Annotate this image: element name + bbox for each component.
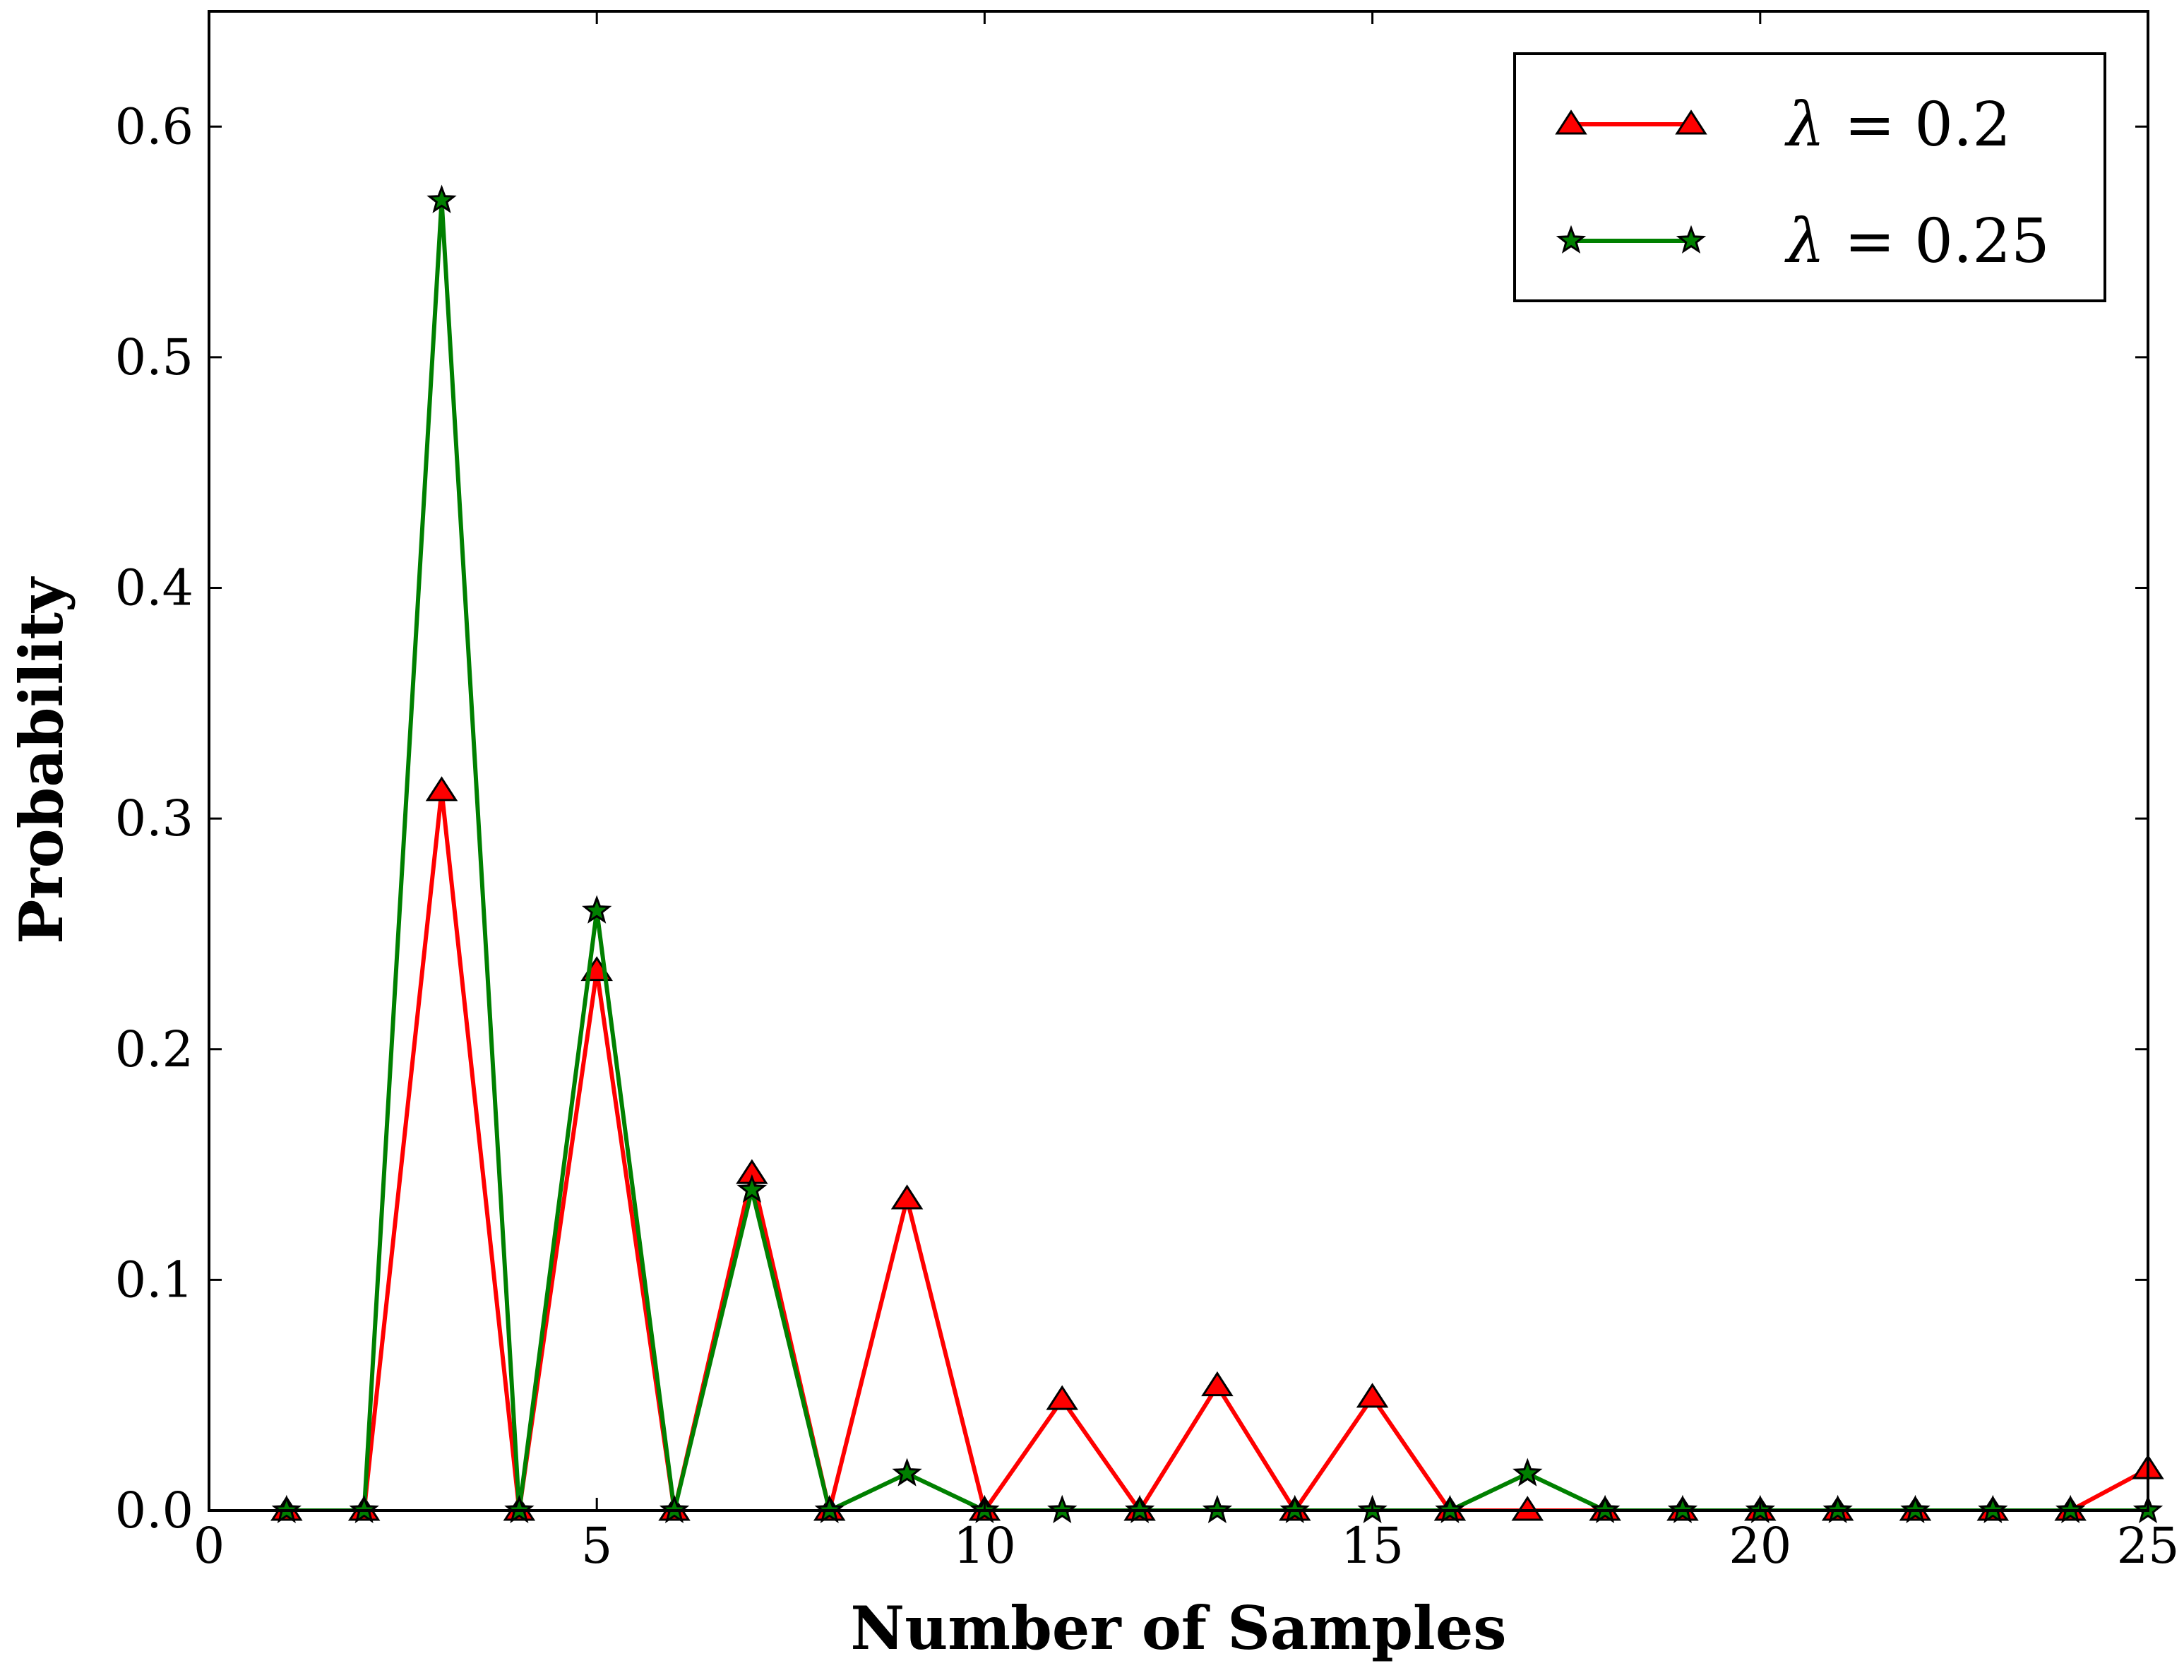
x-tick-label: 10 bbox=[953, 1517, 1016, 1575]
y-tick-label: 0.1 bbox=[115, 1251, 193, 1309]
series-1 bbox=[270, 776, 2164, 1521]
series-1-point-9 bbox=[890, 1184, 924, 1210]
series-2 bbox=[271, 184, 2164, 1524]
x-axis-label: Number of Samples bbox=[850, 1593, 1506, 1663]
legend-entry-2: λ = 0.25 bbox=[1556, 206, 2050, 277]
series-2-point-9 bbox=[892, 1458, 922, 1487]
legend-box bbox=[1513, 52, 2106, 302]
legend-marker bbox=[1676, 225, 1707, 254]
legend-marker bbox=[1555, 109, 1587, 135]
series-2-point-17 bbox=[1512, 1458, 1543, 1487]
series-2-point-7 bbox=[736, 1174, 768, 1203]
series-2-point-5 bbox=[582, 895, 612, 924]
series-1-point-15 bbox=[1356, 1383, 1389, 1408]
axes: 0 5 10 15 20 25 0.0 0.1 0.2 0.3 0.4 0.5 0.6 Number of… bbox=[6, 10, 2180, 1663]
series-2-point-3 bbox=[426, 184, 457, 213]
series-1-point-13 bbox=[1201, 1371, 1234, 1397]
y-tick-label: 0.0 bbox=[115, 1482, 193, 1539]
legend-label: λ = 0.25 bbox=[1784, 206, 2050, 277]
axes-frame bbox=[208, 10, 2149, 1512]
series-1-point-11 bbox=[1046, 1385, 1078, 1410]
x-tick-label: 5 bbox=[581, 1517, 613, 1575]
series-1-point-3 bbox=[425, 776, 458, 802]
y-tick-label: 0.2 bbox=[115, 1020, 193, 1078]
legend-entry-1: λ = 0.2 bbox=[1555, 90, 2011, 160]
y-tick-label: 0.4 bbox=[115, 559, 193, 617]
legend-marker bbox=[1556, 225, 1587, 254]
x-tick-label: 15 bbox=[1341, 1517, 1404, 1575]
legend: λ = 0.2 λ = 0.25 bbox=[1513, 52, 2106, 302]
x-tick-label: 20 bbox=[1729, 1517, 1791, 1575]
x-tick-label: 25 bbox=[2116, 1517, 2179, 1575]
series-2-line bbox=[286, 198, 2148, 1511]
y-tick-label: 0.3 bbox=[115, 790, 193, 847]
y-axis-label: Probability bbox=[6, 576, 76, 944]
legend-marker bbox=[1675, 109, 1707, 135]
series-1-point-17 bbox=[1511, 1496, 1544, 1521]
legend-label: λ = 0.2 bbox=[1784, 90, 2011, 160]
y-tick-label: 0.6 bbox=[115, 97, 193, 155]
plot-area bbox=[270, 184, 2164, 1524]
y-tick-label: 0.5 bbox=[115, 328, 193, 386]
x-tick-label: 0 bbox=[193, 1517, 225, 1575]
